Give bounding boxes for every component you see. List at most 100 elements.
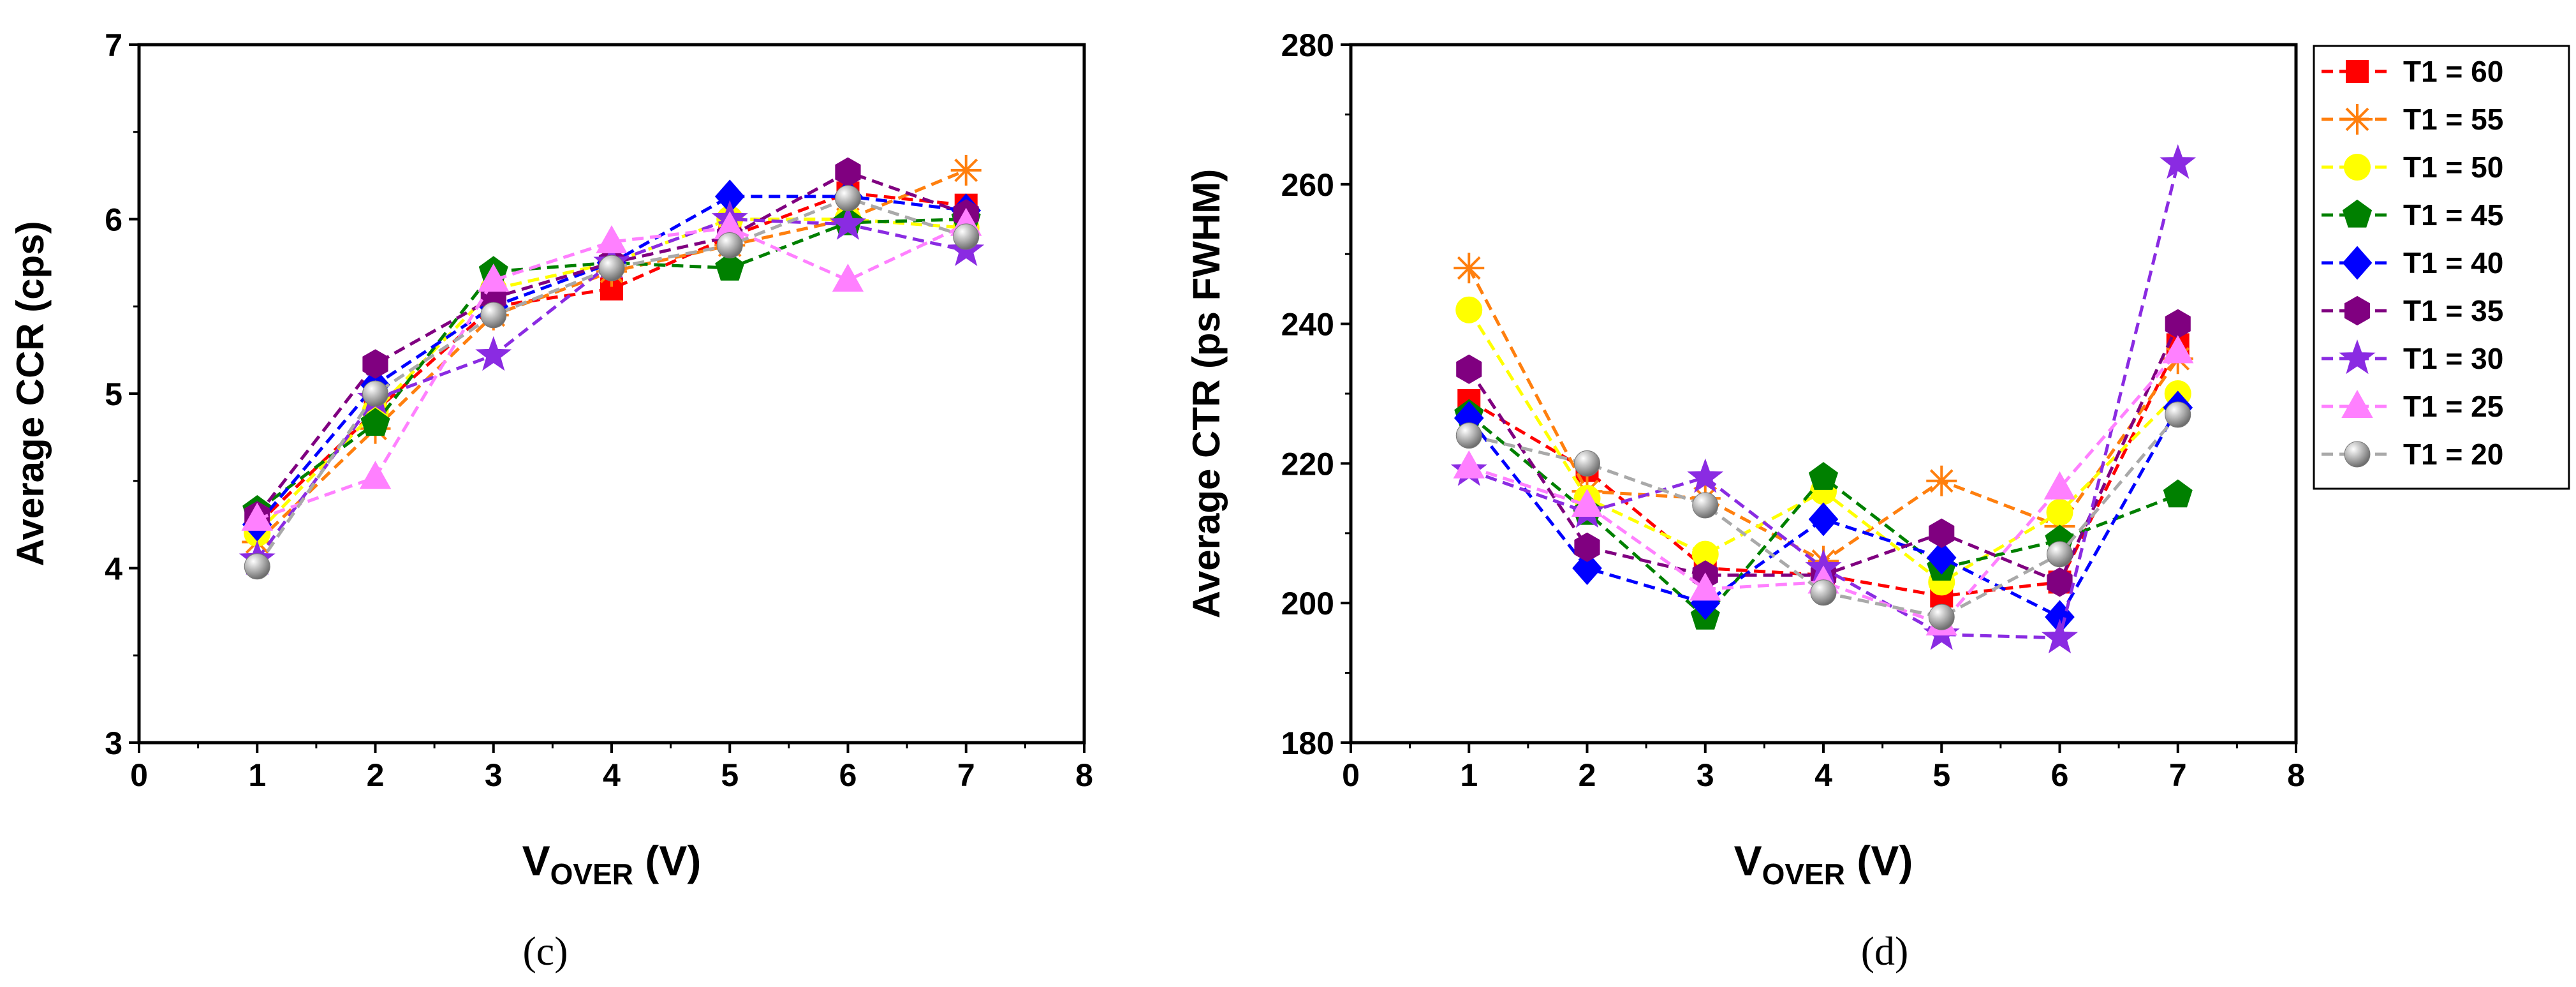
legend-entry: T1 = 40: [2322, 246, 2503, 280]
caption-c: (c): [522, 928, 568, 974]
legend-marker-star: [2339, 339, 2376, 375]
ccr-x-tick-label: 8: [1075, 757, 1093, 793]
legend-label: T1 = 45: [2403, 198, 2503, 232]
ccr-y-tick-label: 4: [105, 551, 122, 587]
ctr-y-tick-label: 260: [1281, 167, 1334, 203]
legend-label: T1 = 25: [2403, 390, 2503, 423]
ctr-data-point: [2046, 498, 2073, 526]
ctr-x-tick-label: 0: [1342, 757, 1360, 793]
ccr-data-point: [480, 302, 507, 329]
ccr-y-axis-label: Average CCR (cps): [9, 221, 52, 566]
legend-items: T1 = 60 T1 = 55 T1 = 50 T1 = 45 T1 = 40 T1 = …: [2322, 55, 2503, 471]
ctr-x-tick-label: 2: [1579, 757, 1596, 793]
ctr-data-point: [1687, 458, 1724, 493]
ccr-x-axis-label-unit: (V): [633, 837, 701, 884]
ccr-data-point: [478, 263, 510, 292]
ccr-data-point: [715, 252, 745, 281]
ccr-data-point: [716, 232, 743, 259]
ccr-x-axis-label-sub: OVER: [550, 857, 633, 891]
ccr-x-tick-label: 0: [130, 757, 148, 793]
ccr-y-tick-label: 3: [105, 725, 122, 761]
caption-d: (d): [1861, 928, 1909, 974]
ccr-y-tick-label: 6: [105, 202, 122, 238]
ccr-data-point: [835, 185, 861, 212]
ctr-data-point: [1574, 450, 1600, 477]
legend-label: T1 = 50: [2403, 151, 2503, 184]
legend-entry: T1 = 45: [2322, 198, 2503, 232]
legend-label: T1 = 30: [2403, 342, 2503, 375]
ccr-x-axis-label: VOVER (V): [522, 837, 702, 891]
legend-marker-triangle: [2341, 389, 2373, 418]
ctr-data-point: [2162, 335, 2194, 364]
ctr-x-tick-label: 1: [1460, 757, 1478, 793]
ccr-y-tick-label: 5: [105, 376, 122, 412]
ccr-data-point: [360, 408, 390, 436]
ctr-y-tick-label: 220: [1281, 446, 1334, 482]
ccr-data-point: [241, 502, 273, 531]
legend-entry: T1 = 25: [2322, 389, 2503, 423]
ccr-plot-frame: [137, 43, 1086, 745]
ctr-chart: 0 1 2 3 4 5 6 7 8 180 200 220 240 260 280 Average CTR …: [1185, 27, 2305, 974]
ccr-series-t1=20: [244, 185, 980, 580]
legend-entry: T1 = 50: [2322, 151, 2503, 184]
legend-entry: T1 = 20: [2322, 438, 2503, 471]
legend-marker-asterisk: [2342, 104, 2373, 135]
ccr-series-t1=55: [242, 154, 982, 558]
ctr-y-tick-label: 240: [1281, 307, 1334, 343]
ccr-x-tick-label: 1: [248, 757, 266, 793]
ctr-data-point: [2165, 401, 2191, 428]
legend-entry: T1 = 30: [2322, 339, 2503, 375]
ccr-x-axis-label-main: V: [522, 837, 550, 884]
ctr-x-tick-label: 5: [1932, 757, 1950, 793]
legend-marker-hexagon: [2344, 295, 2371, 326]
ctr-x-tick-label: 8: [2287, 757, 2305, 793]
ctr-data-point: [1456, 354, 1482, 384]
ctr-x-tick-label: 6: [2051, 757, 2069, 793]
ctr-y-tick-label: 180: [1281, 725, 1334, 761]
ctr-y-tick-label: 280: [1281, 27, 1334, 63]
ctr-x-axis-label: VOVER (V): [1734, 837, 1913, 891]
ccr-data-point: [832, 263, 864, 292]
legend-label: T1 = 55: [2403, 103, 2503, 136]
ctr-data-point: [1928, 604, 1955, 630]
ccr-x-tick-label: 5: [721, 757, 739, 793]
ccr-series-t1=35: [244, 157, 979, 531]
ctr-series-t1=20: [1455, 401, 2191, 630]
ctr-x-axis-label-unit: (V): [1845, 837, 1913, 884]
ctr-series: [1450, 144, 2197, 654]
ctr-x-axis-label-sub: OVER: [1762, 857, 1845, 891]
ctr-data-point: [1572, 551, 1602, 586]
ctr-data-point: [2165, 309, 2191, 339]
ctr-x-axis-label-main: V: [1734, 837, 1762, 884]
ccr-data-point: [362, 349, 388, 379]
ctr-x-tick-label: 4: [1814, 757, 1832, 793]
ccr-series: [239, 154, 985, 580]
ctr-data-point: [2047, 541, 2073, 568]
ccr-data-point: [475, 336, 512, 371]
ctr-data-point: [1810, 579, 1837, 606]
ctr-data-point: [1926, 540, 1957, 575]
ctr-data-point: [1454, 253, 1485, 284]
ctr-data-point: [1689, 572, 1721, 601]
ccr-y-tick-label: 7: [105, 27, 122, 63]
ccr-data-point: [950, 154, 982, 186]
ctr-data-point: [1571, 488, 1603, 517]
ccr-x-tick-label: 6: [839, 757, 857, 793]
legend-entry: T1 = 60: [2322, 55, 2503, 88]
ctr-y-tick-label: 200: [1281, 586, 1334, 621]
ctr-data-point: [2160, 144, 2197, 179]
legend-marker-diamond: [2342, 246, 2373, 280]
ctr-data-point: [1926, 465, 1957, 496]
ccr-x-tick-label: 3: [485, 757, 503, 793]
legend-marker-pentagon: [2342, 199, 2373, 228]
legend-label: T1 = 35: [2403, 294, 2503, 327]
ctr-data-point: [1455, 422, 1482, 449]
ccr-data-point: [598, 255, 625, 281]
ctr-data-point: [1453, 450, 1485, 479]
ctr-data-point: [1808, 502, 1839, 537]
ctr-data-point: [1574, 532, 1600, 562]
ctr-x-tick-label: 3: [1696, 757, 1714, 793]
ccr-data-point: [953, 223, 980, 250]
legend-marker-sphere: [2344, 441, 2371, 468]
